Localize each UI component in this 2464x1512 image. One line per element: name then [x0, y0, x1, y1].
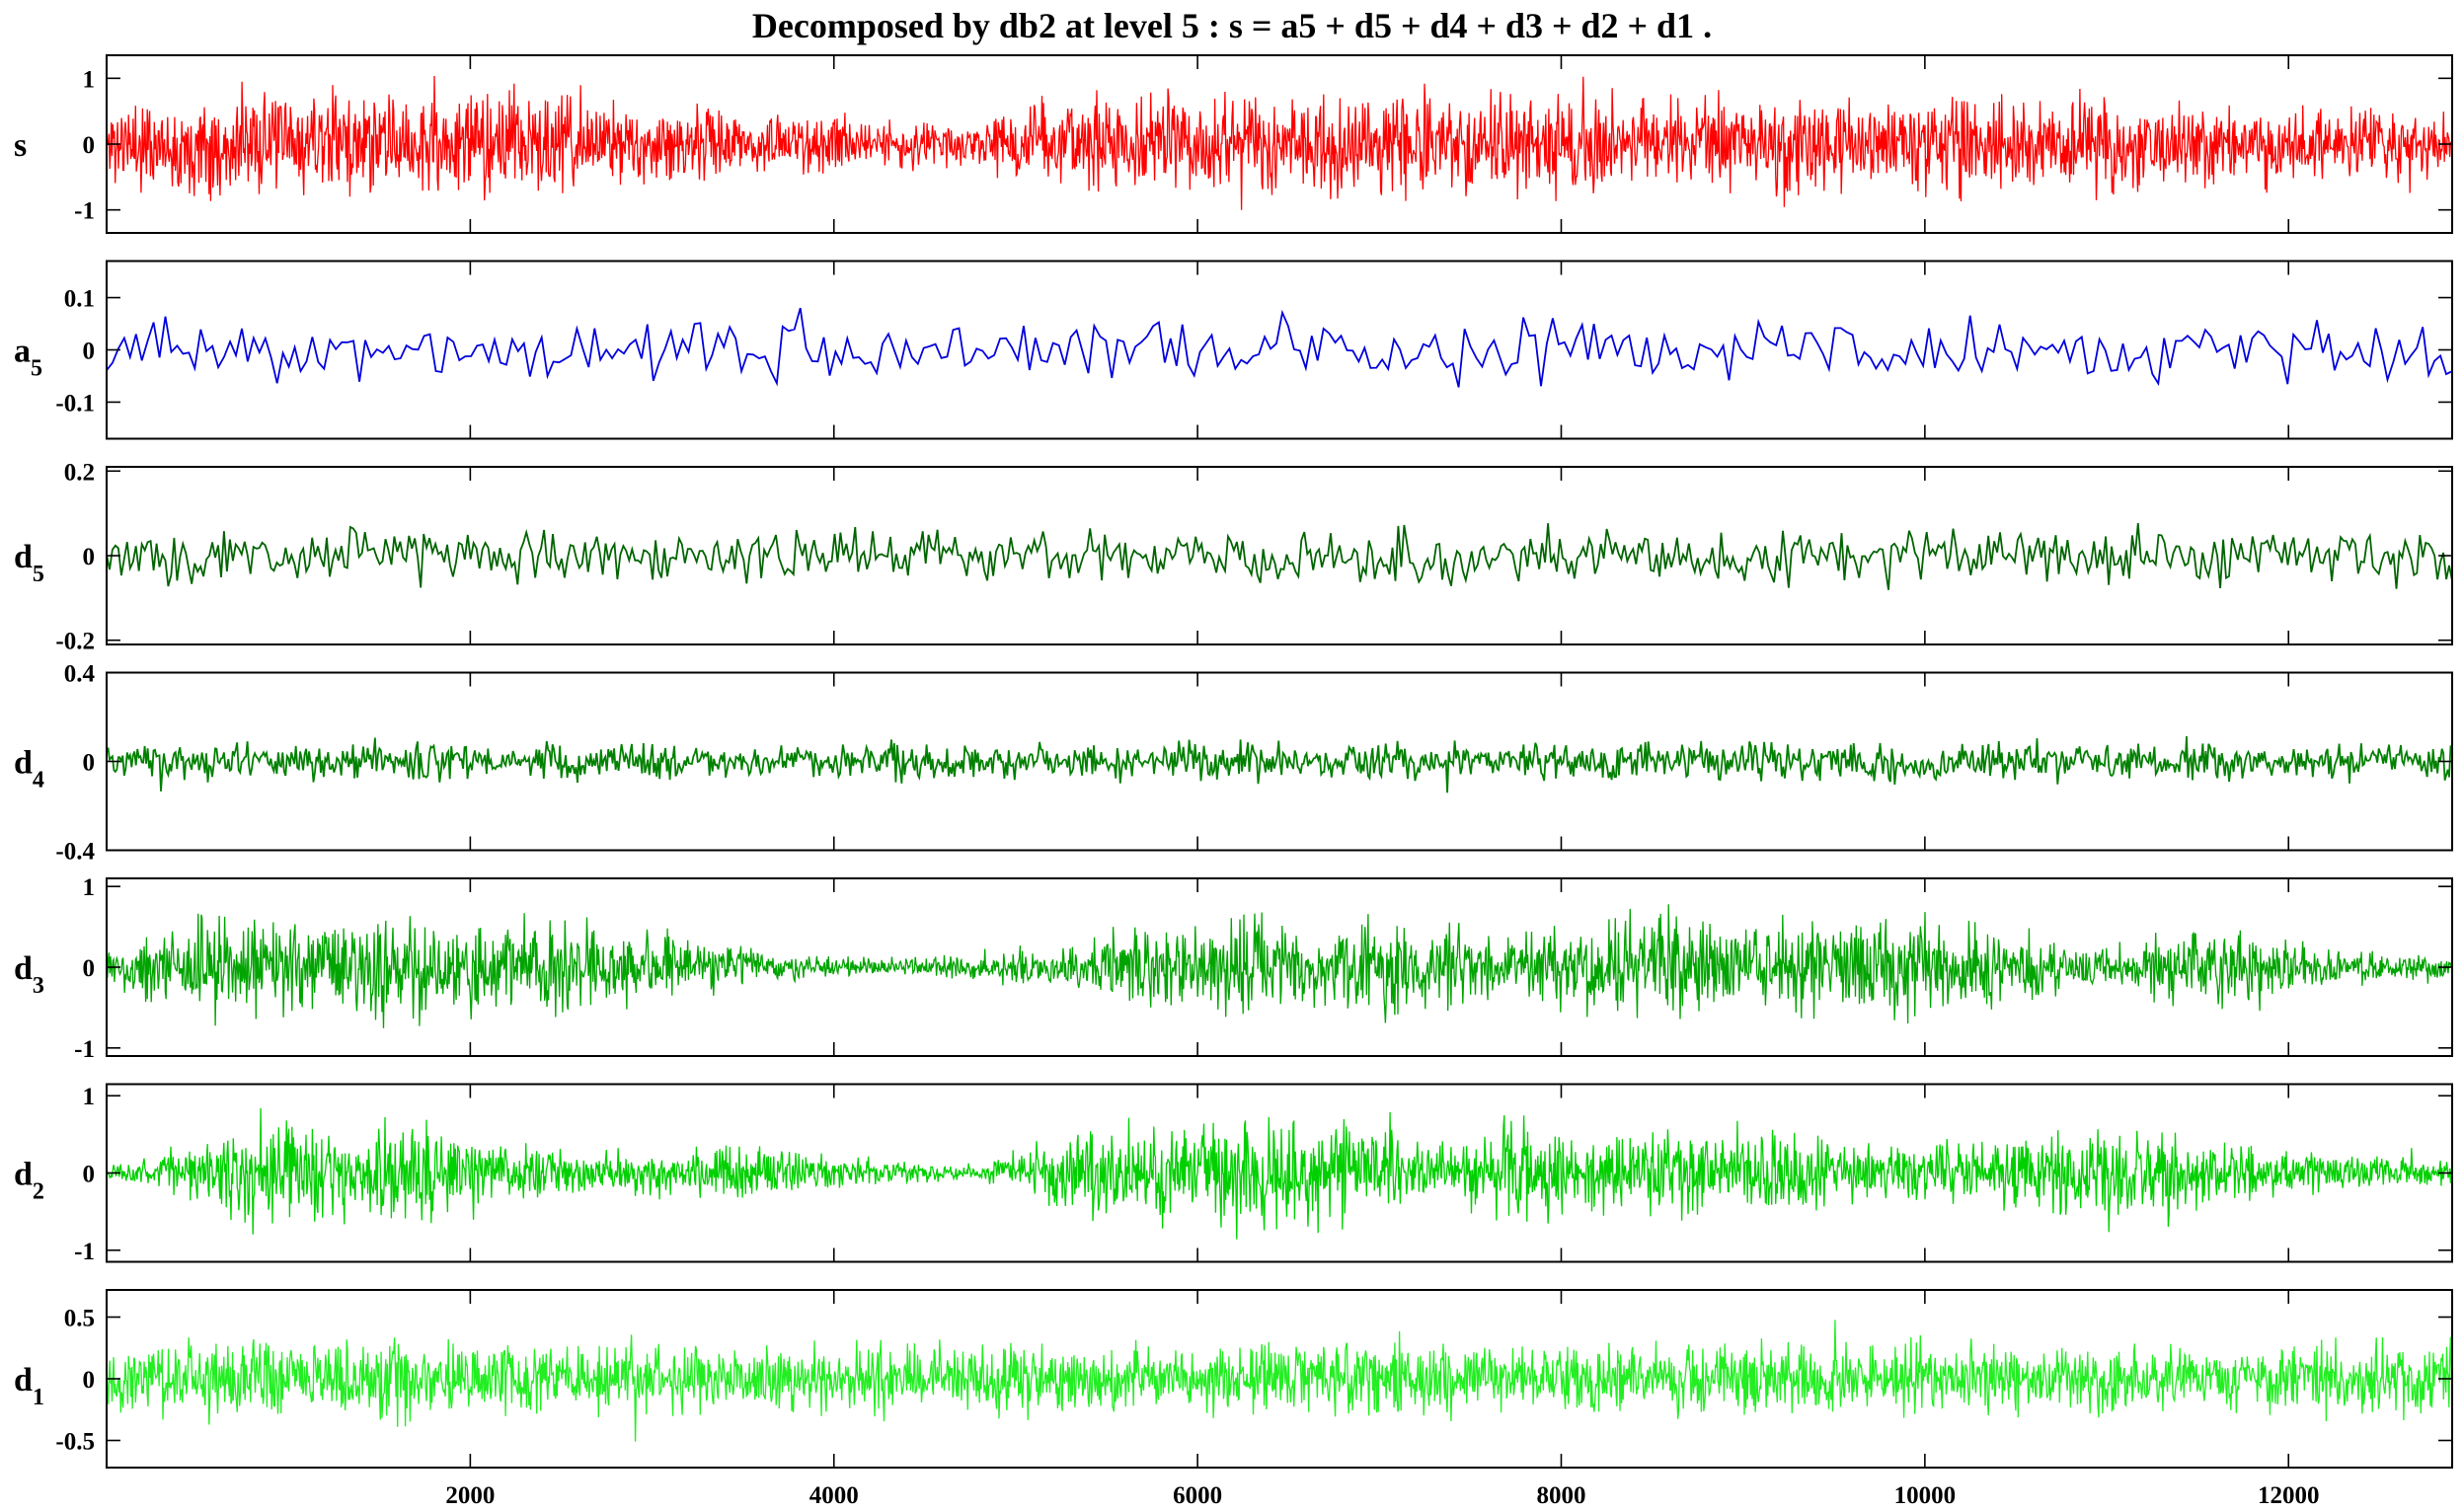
ytick-label: 0	[83, 1162, 96, 1188]
ytick-label: 0	[83, 750, 96, 777]
ytick-label: 0	[83, 955, 96, 982]
subplot-d4: 0.4 0 -0.4 d4	[14, 661, 2453, 866]
subplot-stack: 1 0 -1 s 0.1 0 -0.1 a5 0.2 0 -0.2 d5 0.4 0 -0.4 d4 1 0 -1 d…	[14, 54, 2453, 1469]
ytick-label: 1	[83, 66, 96, 93]
subplot-s: 1 0 -1 s	[14, 54, 2453, 234]
series-line-d2	[107, 1107, 2452, 1240]
ytick-label: 0	[83, 132, 96, 159]
chart-title: Decomposed by db2 at level 5 : s = a5 + …	[752, 6, 1712, 45]
ytick-label: 0.5	[64, 1306, 95, 1332]
subplot-label-d4: d4	[14, 745, 44, 794]
ytick-label: -1	[74, 1239, 95, 1265]
ytick-label: 0.1	[64, 286, 95, 313]
ytick-label: 0.4	[64, 661, 96, 688]
ytick-label: -0.1	[55, 390, 95, 416]
subplot-d5: 0.2 0 -0.2 d5	[14, 459, 2453, 655]
subplot-label-s: s	[14, 127, 27, 164]
xtick-label: 2000	[445, 1482, 495, 1509]
subplot-label-d3: d3	[14, 950, 44, 999]
x-axis: 2000 4000 6000 8000 10000 12000	[445, 1482, 2319, 1509]
xtick-label: 10000	[1894, 1482, 1957, 1509]
subplot-d2: 1 0 -1 d2	[14, 1083, 2453, 1265]
series-line-d4	[107, 735, 2452, 794]
xtick-label: 4000	[809, 1482, 859, 1509]
xtick-label: 6000	[1173, 1482, 1222, 1509]
ytick-label: 0	[83, 1367, 96, 1394]
subplot-label-a5: a5	[14, 334, 42, 382]
subplot-a5: 0.1 0 -0.1 a5	[14, 260, 2453, 440]
xtick-label: 8000	[1536, 1482, 1585, 1509]
ytick-label: -1	[74, 198, 95, 225]
subplot-d1: 0.5 0 -0.5 d1	[14, 1289, 2453, 1469]
ytick-label: 0	[83, 339, 96, 365]
ytick-label: 1	[83, 874, 96, 901]
subplot-label-d5: d5	[14, 539, 44, 587]
ytick-label: -0.2	[55, 629, 95, 655]
subplot-frame-d2	[106, 1083, 2453, 1263]
xtick-label: 12000	[2258, 1482, 2320, 1509]
ytick-label: -0.4	[55, 839, 95, 866]
ytick-label: -1	[74, 1036, 95, 1063]
subplot-d3: 1 0 -1 d3	[14, 874, 2453, 1063]
subplot-label-d2: d2	[14, 1157, 44, 1205]
ytick-label: 0	[83, 544, 96, 570]
ytick-label: 0.2	[64, 459, 95, 486]
series-line-s	[107, 75, 2452, 210]
ytick-label: 1	[83, 1084, 96, 1110]
series-line-d1	[107, 1320, 2452, 1442]
ytick-label: -0.5	[55, 1429, 95, 1456]
subplot-frame-a5	[106, 260, 2453, 440]
series-line-a5	[107, 307, 2452, 388]
series-line-d5	[107, 523, 2452, 590]
subplot-label-d1: d1	[14, 1362, 44, 1410]
series-line-d3	[107, 904, 2452, 1028]
